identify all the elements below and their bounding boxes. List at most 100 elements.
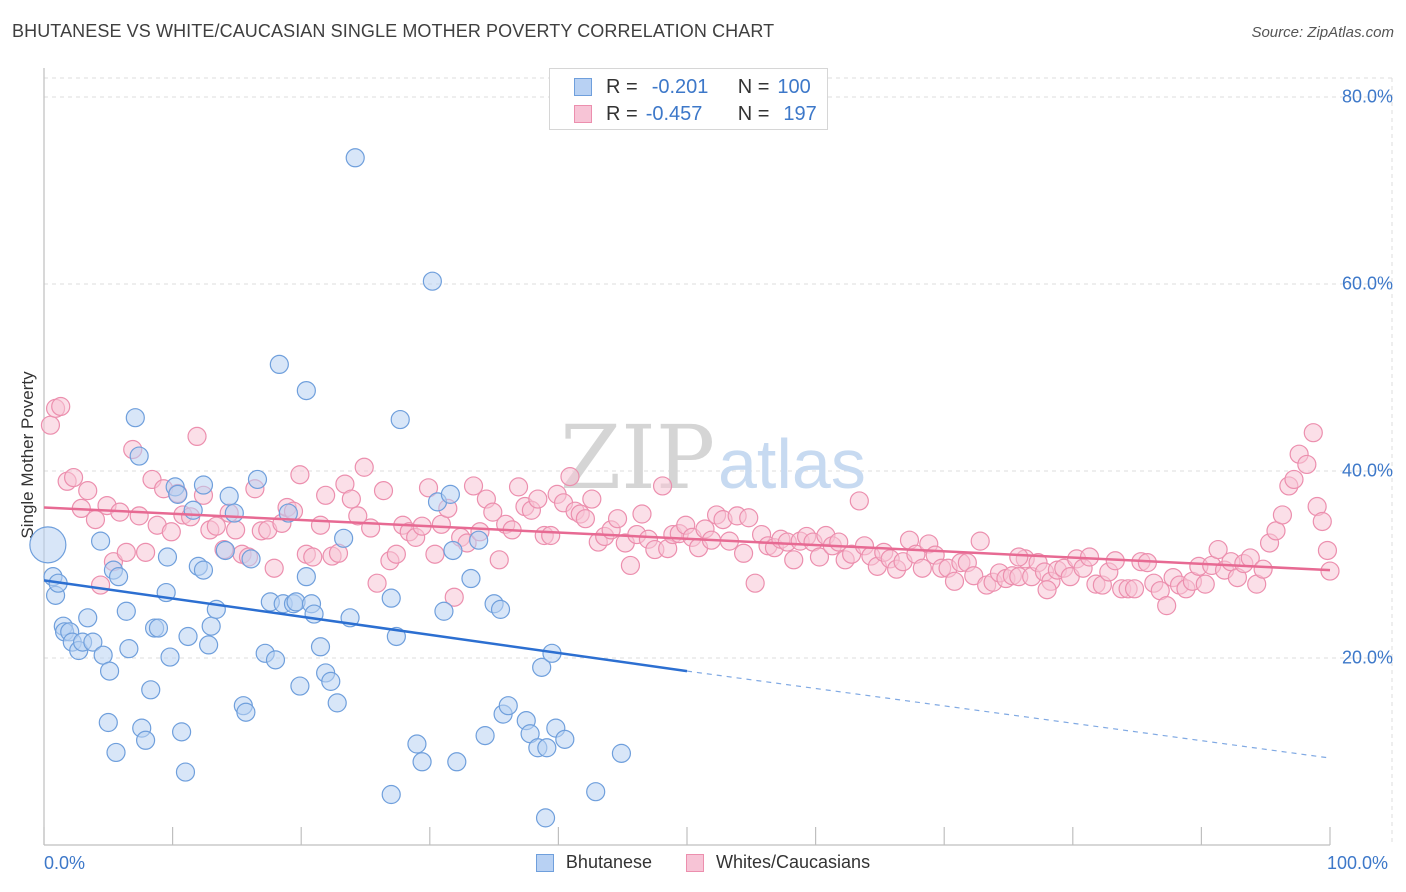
bhutanese-point (129, 446, 149, 466)
x-tick-max: 100.0% (1327, 853, 1389, 873)
bhutanese-point (443, 540, 463, 561)
whites-point (354, 457, 374, 477)
whites-point (528, 489, 548, 509)
whites-point (367, 573, 387, 593)
bhutanese-point (119, 639, 139, 659)
bhutanese-point (125, 408, 145, 428)
r-label: R = (606, 102, 638, 125)
whites-point (1253, 559, 1273, 579)
whites-point (135, 542, 156, 562)
bhutanese-point (278, 503, 298, 523)
legend-row-whites: R = -0.457 N = 197 (574, 102, 817, 126)
whites-point (620, 555, 641, 576)
bhutanese-point (236, 702, 256, 722)
whites-point (51, 396, 71, 417)
whites-point (78, 481, 98, 501)
whites-point (489, 550, 509, 570)
r-value-bhutanese: -0.201 (651, 75, 709, 98)
legend-item-whites[interactable]: Whites/Caucasians (686, 852, 870, 873)
watermark-zip: ZIP (560, 406, 715, 509)
whites-point (1009, 547, 1029, 567)
whites-point (733, 543, 754, 563)
whites-point (970, 531, 990, 551)
bhutanese-point (178, 626, 198, 647)
whites-point (373, 481, 394, 501)
whites-point (161, 522, 181, 542)
bhutanese-point (498, 696, 518, 716)
bhutanese-legend-swatch (535, 853, 554, 872)
chart-title: BHUTANESE VS WHITE/CAUCASIAN SINGLE MOTH… (12, 21, 775, 41)
bhutanese-point (168, 484, 188, 504)
whites-point (348, 506, 368, 526)
watermark-atlas: atlas (718, 425, 866, 503)
bhutanese-point (224, 503, 244, 523)
whites-point (632, 504, 652, 524)
bhutanese-point (535, 808, 556, 828)
legend-item-bhutanese[interactable]: Bhutanese (535, 852, 652, 873)
bhutanese-point (334, 528, 354, 548)
series-legend: Bhutanese Whites/Caucasians (0, 852, 1406, 873)
bhutanese-points (29, 148, 632, 828)
whites-point (1312, 511, 1332, 532)
bhutanese-point (219, 486, 239, 506)
y-tick-label: 60.0% (1341, 273, 1393, 294)
correlation-legend: R = -0.201 N = 100 R = -0.457 N = 197 (549, 68, 828, 130)
bhutanese-point (78, 608, 98, 628)
whites-point (652, 476, 673, 496)
whites-point (607, 509, 628, 529)
bhutanese-point (447, 752, 467, 772)
whites-point (116, 542, 136, 562)
legend-label-bhutanese: Bhutanese (565, 852, 652, 872)
n-value-whites: 197 (783, 102, 817, 125)
y-tick-label: 40.0% (1341, 460, 1393, 481)
whites-point (463, 476, 484, 496)
whites-point (40, 415, 61, 435)
bhutanese-point (412, 752, 432, 772)
bhutanese-point (199, 635, 219, 655)
whites-point (582, 489, 602, 509)
whites-point (1317, 540, 1338, 561)
bhutanese-point (390, 409, 410, 430)
bhutanese-point (296, 380, 316, 401)
bhutanese-point (381, 784, 401, 805)
whites-point (425, 544, 445, 564)
whites-point (1272, 505, 1293, 525)
y-tick-label: 80.0% (1341, 86, 1393, 107)
whites-point (444, 587, 464, 607)
whites-point (290, 465, 310, 485)
legend-row-bhutanese: R = -0.201 N = 100 (574, 75, 811, 99)
bhutanese-point (148, 618, 169, 638)
bhutanese-point (183, 500, 203, 520)
bhutanese-swatch (574, 78, 592, 96)
whites-point (264, 558, 284, 578)
whites-point (303, 547, 323, 567)
whites-point (1157, 596, 1177, 616)
bhutanese-point (247, 469, 268, 490)
r-value-whites: -0.457 (645, 102, 703, 125)
whites-point (316, 485, 336, 505)
bhutanese-point (310, 637, 331, 657)
whites-point (1195, 574, 1215, 594)
n-value-bhutanese: 100 (777, 75, 811, 98)
whites-point (1037, 580, 1057, 600)
legend-label-whites: Whites/Caucasians (716, 852, 871, 872)
bhutanese-point (586, 782, 606, 802)
bhutanese-point (215, 540, 235, 561)
whites-point (809, 547, 830, 567)
whites-point (1320, 561, 1340, 581)
whites-point (361, 518, 381, 538)
whites-point (944, 571, 965, 591)
y-tick-label: 20.0% (1341, 647, 1393, 668)
bhutanese-point (386, 626, 406, 647)
bhutanese-point (532, 657, 552, 677)
bhutanese-point (381, 588, 401, 608)
bhutanese-point (172, 722, 192, 742)
whites-point (912, 558, 932, 578)
whites-point (784, 550, 804, 570)
bhutanese-point (469, 530, 489, 550)
bhutanese-point (555, 729, 575, 749)
whites-point (341, 489, 361, 509)
bhutanese-point (290, 676, 310, 696)
whites-point (745, 573, 765, 593)
